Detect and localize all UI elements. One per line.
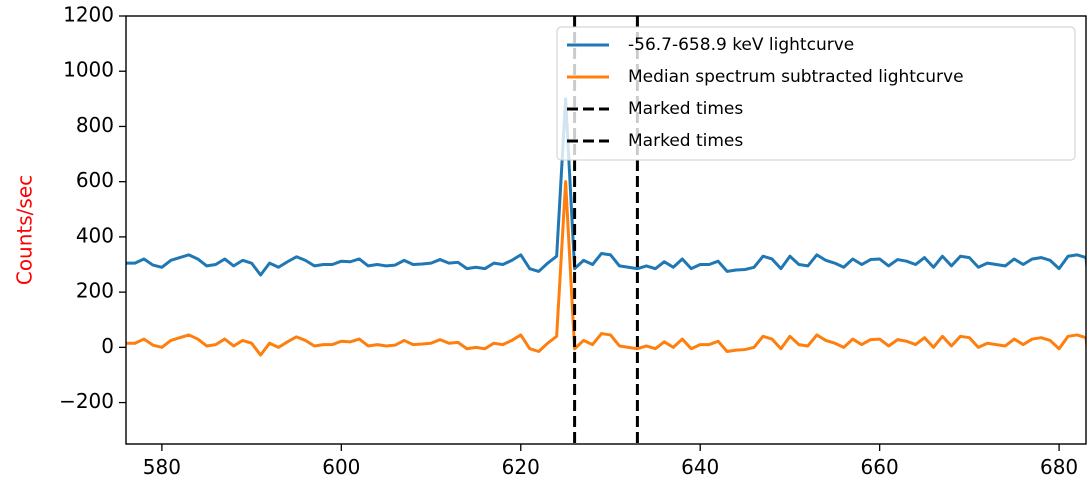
x-tick-label: 660 <box>861 455 899 479</box>
y-tick-label: 1200 <box>63 3 114 27</box>
legend-label-3: Marked times <box>628 99 743 119</box>
x-tick-label: 640 <box>681 455 719 479</box>
y-axis-label: Counts/sec <box>13 175 37 285</box>
series-line-2 <box>126 180 1086 357</box>
legend-label-4: Marked times <box>628 131 743 151</box>
y-tick-label: 0 <box>101 334 114 358</box>
y-tick-label: 400 <box>76 223 114 247</box>
series-line-1 <box>126 97 1086 277</box>
legend-label-2: Median spectrum subtracted lightcurve <box>628 67 964 87</box>
y-tick-label: 1000 <box>63 58 114 82</box>
x-tick-label: 620 <box>502 455 540 479</box>
y-tick-label: 800 <box>76 113 114 137</box>
x-tick-label: 680 <box>1040 455 1078 479</box>
y-tick-label: −200 <box>59 389 114 413</box>
legend-label-1: -56.7-658.9 keV lightcurve <box>628 35 854 55</box>
x-tick-label: 600 <box>322 455 360 479</box>
plot-frame <box>125 15 1087 445</box>
legend: -56.7-658.9 keV lightcurve Median spectru… <box>556 26 1076 161</box>
y-tick-label: 600 <box>76 168 114 192</box>
legend-box <box>556 26 1076 161</box>
x-tick-label: 580 <box>143 455 181 479</box>
y-tick-label: 200 <box>76 279 114 303</box>
